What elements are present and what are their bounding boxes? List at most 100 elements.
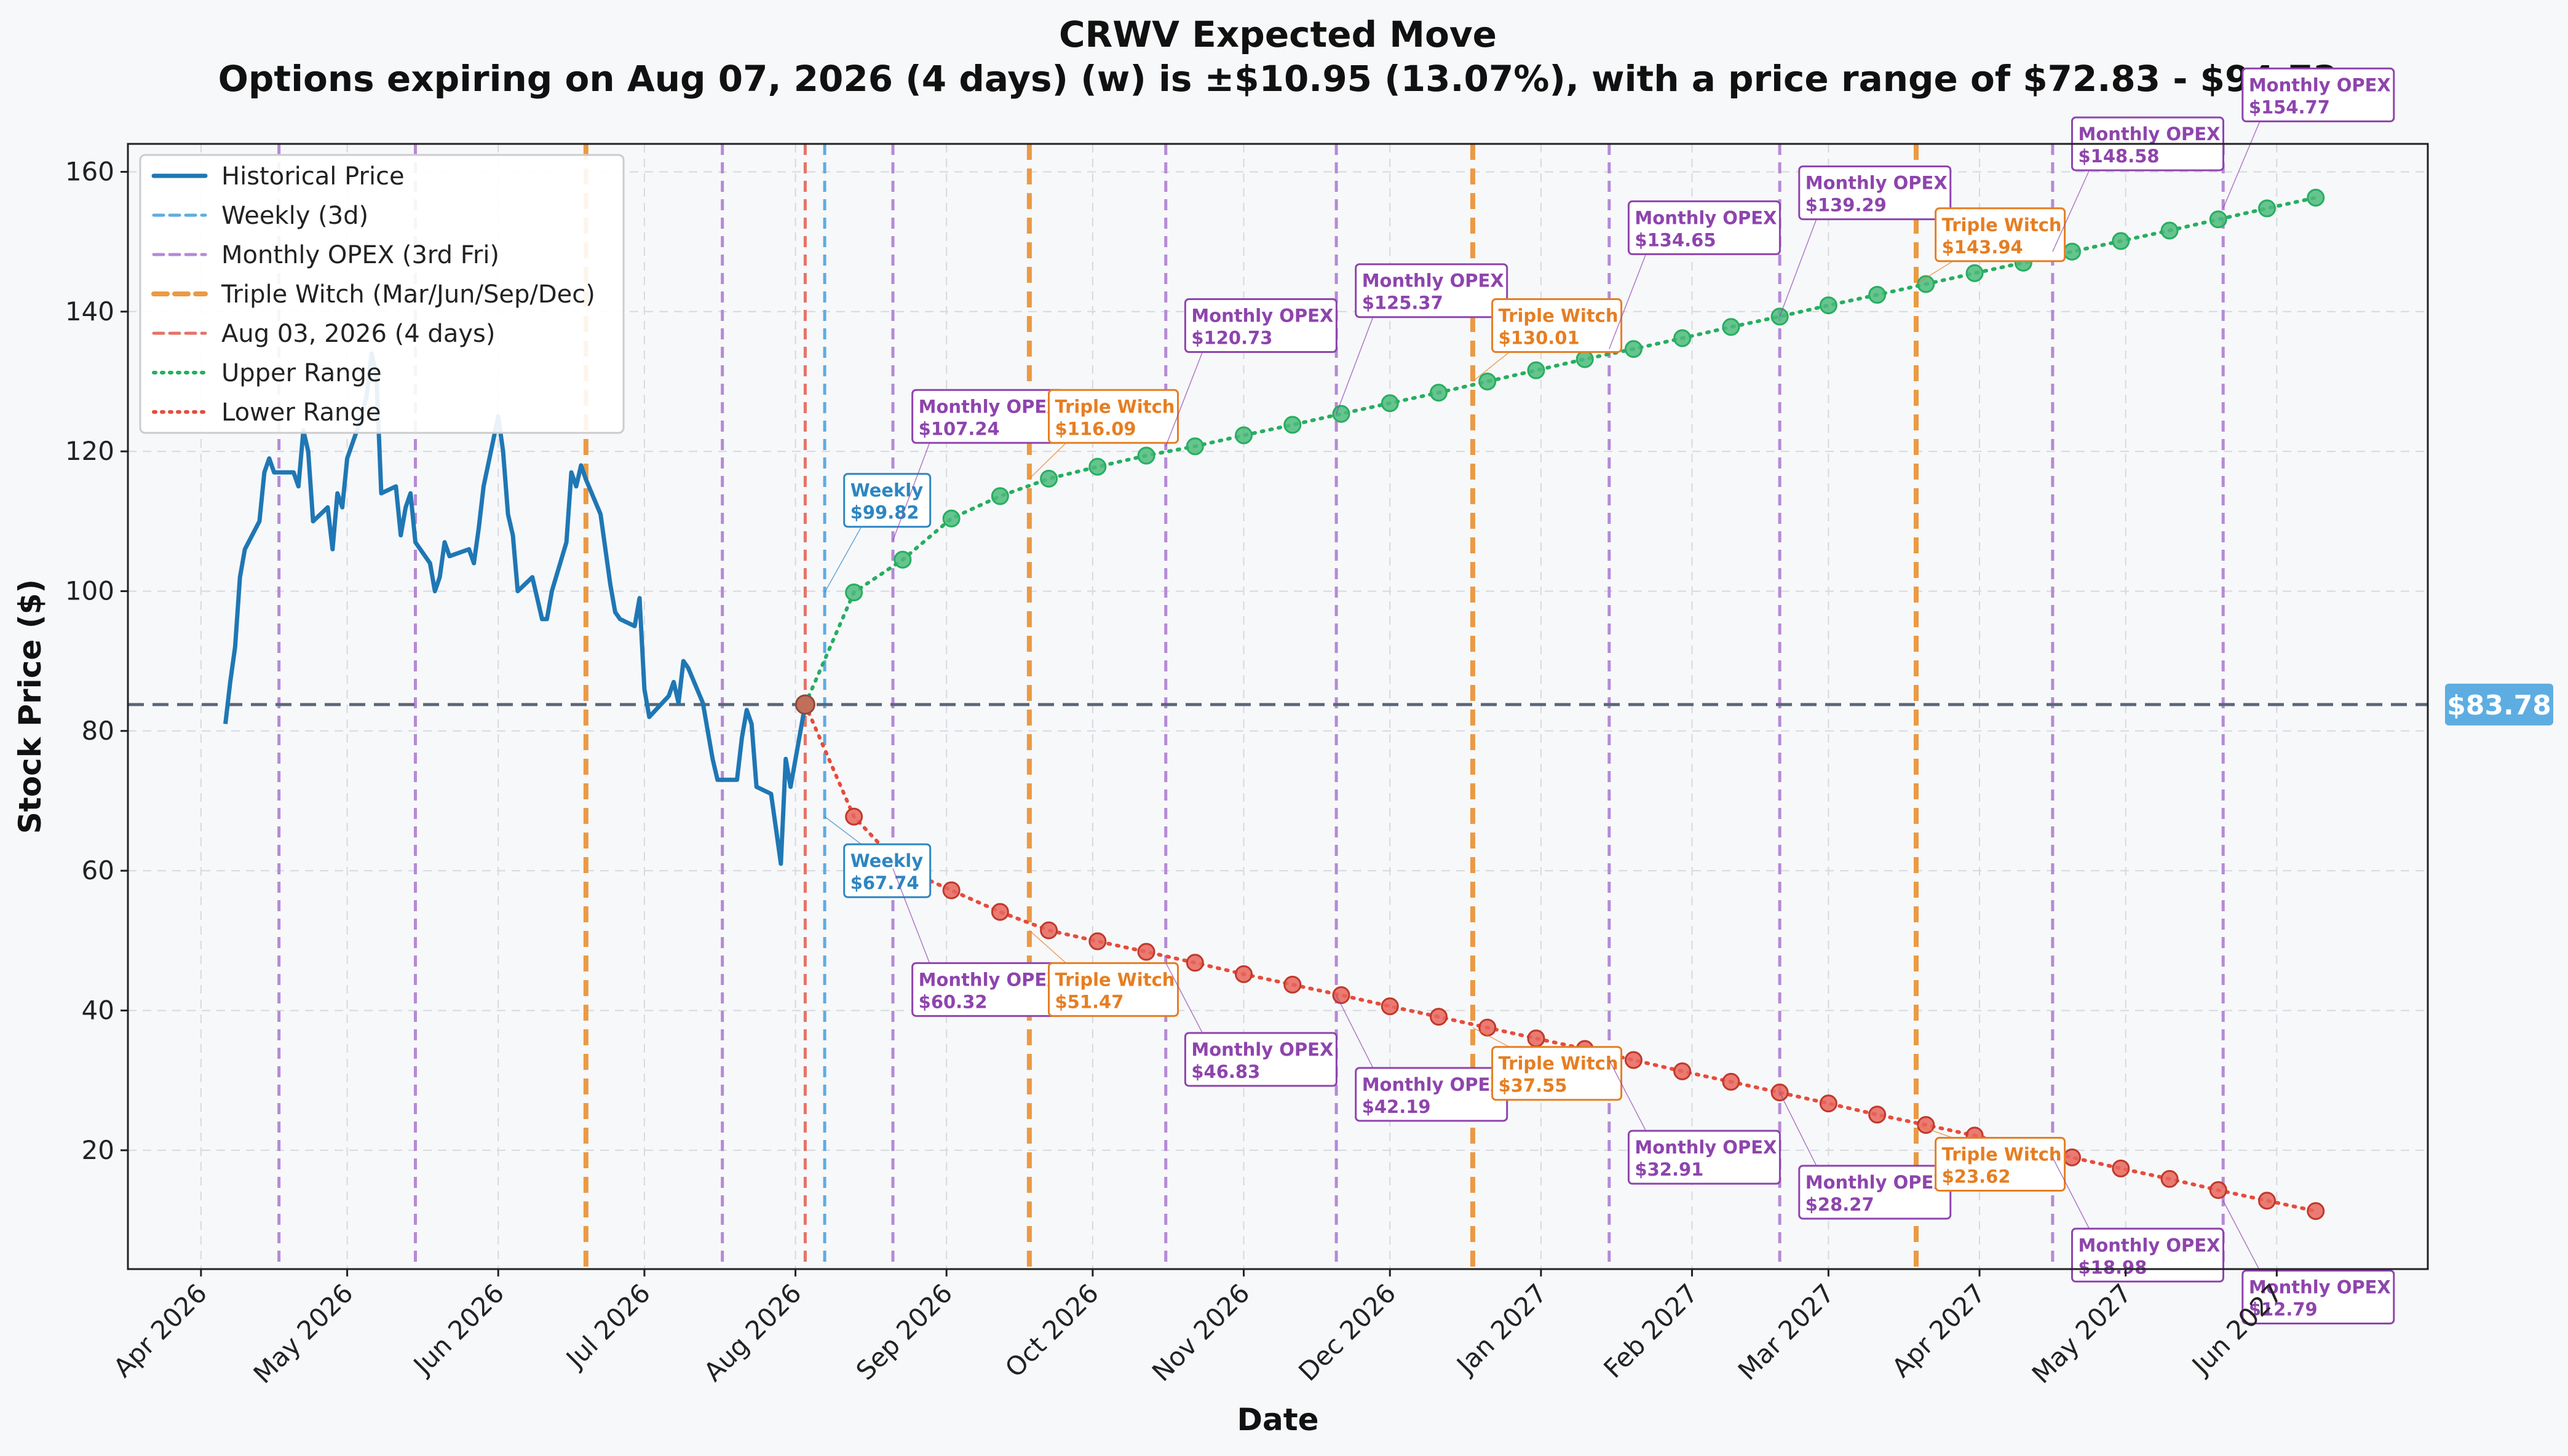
annotation-value: $42.19 [1362,1096,1431,1117]
lower-range-point [1819,1094,1837,1113]
lower-range-point [1088,932,1107,951]
annotation-value: $125.37 [1362,293,1443,314]
lower-range-point [942,881,961,900]
y-tick-label: 80 [82,716,114,746]
upper-range-point [1088,457,1107,476]
annotation-connector [1336,317,1374,414]
annotation-title: Monthly OPEX [2249,1276,2391,1297]
legend-label: Aug 03, 2026 (4 days) [221,320,495,348]
annotation-value: $28.27 [1805,1194,1874,1215]
y-tick-label: 40 [82,995,114,1025]
lower-range-point [1381,997,1399,1016]
lower-range-point [1478,1018,1497,1037]
annotation-title: Weekly [850,480,924,501]
annotation-value: $139.29 [1805,195,1887,216]
y-tick-label: 140 [65,296,114,326]
annotation-connector [1029,930,1067,963]
annotation-connector [1916,1124,1953,1139]
annotation-value: $46.83 [1191,1061,1260,1082]
annotation-title: Triple Witch [1055,969,1175,990]
upper-range-point [1673,329,1692,347]
upper-range-point [1819,296,1837,315]
upper-range-point [1283,416,1302,434]
upper-range-point [991,487,1009,505]
annotation-title: Monthly OPEX [1191,306,1333,326]
annotation-title: Monthly OPEX [919,396,1061,417]
annotation-value: $60.32 [919,991,988,1012]
annotation-box [2241,1269,2395,1324]
upper-range-point [1868,286,1887,304]
chart-subtitle: Options expiring on Aug 07, 2026 (4 days… [218,58,2338,100]
annotation-monthly: Monthly OPEX$12.79 [2222,1200,2395,1324]
annotation-value: $116.09 [1055,418,1136,439]
y-tick-label: 120 [65,436,114,466]
lower-range-point [1186,954,1204,972]
annotation-title: Monthly OPEX [1191,1039,1333,1060]
upper-range-point [1040,469,1058,488]
annotation-monthly: Monthly OPEX$134.65 [1609,200,1781,349]
annotation-monthly: Monthly OPEX$42.19 [1336,995,1508,1122]
annotation-title: Monthly OPEX [1362,271,1504,291]
lower-range-point [1429,1008,1448,1026]
annotation-value: $37.55 [1499,1075,1567,1096]
upper-range-point [1137,446,1155,465]
annotation-value: $23.62 [1942,1166,2011,1187]
lower-range-point [991,903,1009,921]
annotation-box [1355,263,1508,318]
upper-range-point [2112,232,2130,250]
annotation-connector [1916,261,1954,285]
annotation-connector [1779,219,1817,317]
lower-range-point [2160,1169,2179,1188]
annotation-weekly: Weekly$99.82 [824,473,932,593]
lower-range-point [2258,1192,2277,1210]
upper-range-point [2307,189,2325,207]
upper-range-point [1624,340,1643,358]
upper-range-point [1332,405,1350,423]
annotation-box [1798,1165,1952,1220]
lower-range-point [845,807,863,826]
annotation-title: Monthly OPEX [1635,1137,1777,1158]
y-axis-label: Stock Price ($) [12,579,48,834]
upper-range-point [894,550,912,569]
annotation-box [1627,200,1781,255]
y-tick-label: 160 [65,156,114,186]
current-price-line: $83.78 [128,683,2553,726]
y-tick-label: 60 [82,855,114,885]
annotation-connector [824,526,862,593]
upper-range-point [2209,210,2227,229]
upper-range-point [1722,318,1740,336]
annotation-box [1184,298,1338,354]
annotation-connector [1609,1059,1647,1131]
annotation-title: Monthly OPEX [919,969,1061,990]
x-axis-label: Date [1237,1402,1318,1438]
annotation-title: Monthly OPEX [2078,1235,2220,1256]
annotation-value: $18.98 [2078,1257,2147,1278]
legend-label: Monthly OPEX (3rd Fri) [221,241,499,269]
lower-range-point [1137,943,1155,961]
lower-range-point [1917,1116,1935,1134]
annotation-value: $99.82 [850,502,919,523]
annotation-title: Triple Witch [1942,215,2062,235]
upper-range-point [845,583,863,601]
upper-range-point [1575,350,1594,368]
annotation-triple: Triple Witch$130.01 [1472,298,1623,382]
lower-range-point [1235,965,1253,983]
annotation-monthly: Monthly OPEX$32.91 [1609,1059,1781,1185]
upper-range-point [2258,199,2277,218]
upper-range-point [1381,394,1399,413]
series-layer [223,189,2325,1221]
lower-range-point [1624,1051,1643,1069]
annotation-title: Triple Witch [1499,1053,1619,1074]
annotation-title: Monthly OPEX [1805,173,1948,194]
annotation-connector [824,816,862,845]
annotation-title: Monthly OPEX [1362,1074,1504,1095]
annotation-connector [1336,995,1374,1069]
annotation-value: $12.79 [2249,1299,2318,1320]
upper-range-point [942,509,961,528]
historical-price-line [223,351,807,866]
upper-range-point [1429,384,1448,402]
annotation-connector [1165,352,1203,447]
annotation-triple: Triple Witch$23.62 [1916,1124,2066,1192]
